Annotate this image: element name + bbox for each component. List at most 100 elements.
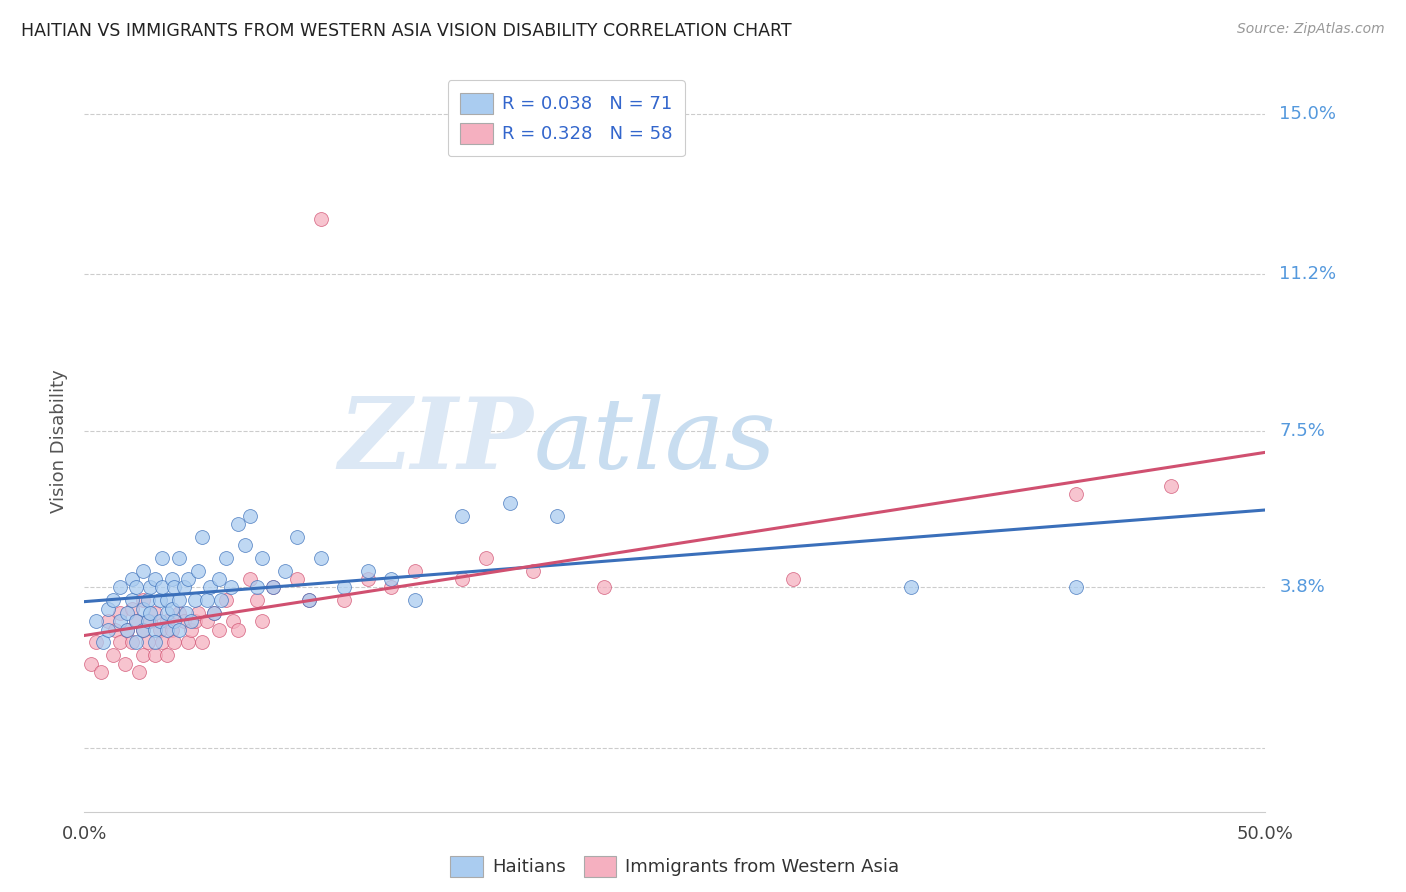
- Point: [239, 508, 262, 523]
- Point: [150, 550, 173, 565]
- Point: [149, 615, 172, 629]
- Point: [184, 615, 207, 629]
- Point: [333, 593, 356, 607]
- Point: [97, 623, 120, 637]
- Point: [451, 508, 474, 523]
- Point: [160, 623, 183, 637]
- Point: [97, 615, 120, 629]
- Point: [1160, 479, 1182, 493]
- Point: [226, 516, 249, 531]
- Point: [143, 623, 166, 637]
- Point: [149, 623, 172, 637]
- Point: [195, 615, 218, 629]
- Point: [246, 581, 269, 595]
- Point: [167, 606, 190, 620]
- Text: HAITIAN VS IMMIGRANTS FROM WESTERN ASIA VISION DISABILITY CORRELATION CHART: HAITIAN VS IMMIGRANTS FROM WESTERN ASIA …: [21, 22, 792, 40]
- Point: [104, 623, 127, 637]
- Point: [136, 635, 159, 649]
- Point: [156, 593, 179, 607]
- Point: [84, 635, 107, 649]
- Point: [108, 615, 131, 629]
- Point: [101, 593, 124, 607]
- Point: [191, 635, 214, 649]
- Point: [156, 606, 179, 620]
- Point: [177, 572, 200, 586]
- Point: [357, 572, 380, 586]
- Point: [84, 615, 107, 629]
- Point: [125, 635, 148, 649]
- Point: [136, 593, 159, 607]
- Point: [136, 615, 159, 629]
- Point: [160, 601, 183, 615]
- Point: [80, 657, 103, 671]
- Point: [132, 601, 155, 615]
- Point: [143, 606, 166, 620]
- Point: [101, 648, 124, 663]
- Point: [143, 635, 166, 649]
- Point: [173, 581, 195, 595]
- Point: [156, 623, 179, 637]
- Point: [1066, 581, 1088, 595]
- Point: [187, 564, 209, 578]
- Text: 7.5%: 7.5%: [1279, 422, 1326, 440]
- Text: ZIP: ZIP: [339, 393, 533, 490]
- Point: [250, 550, 273, 565]
- Point: [262, 581, 284, 595]
- Point: [900, 581, 922, 595]
- Point: [195, 593, 218, 607]
- Point: [404, 564, 426, 578]
- Point: [782, 572, 804, 586]
- Point: [215, 593, 238, 607]
- Point: [498, 496, 520, 510]
- Point: [121, 601, 143, 615]
- Point: [132, 623, 155, 637]
- Point: [202, 606, 225, 620]
- Point: [143, 572, 166, 586]
- Point: [187, 606, 209, 620]
- Point: [125, 615, 148, 629]
- Point: [239, 572, 262, 586]
- Text: atlas: atlas: [533, 394, 776, 489]
- Point: [125, 581, 148, 595]
- Text: 11.2%: 11.2%: [1279, 266, 1337, 284]
- Point: [163, 615, 186, 629]
- Point: [246, 593, 269, 607]
- Point: [191, 530, 214, 544]
- Point: [160, 572, 183, 586]
- Point: [115, 623, 138, 637]
- Point: [177, 635, 200, 649]
- Point: [222, 615, 245, 629]
- Point: [174, 606, 197, 620]
- Point: [298, 593, 321, 607]
- Point: [156, 648, 179, 663]
- Point: [180, 615, 202, 629]
- Point: [139, 606, 162, 620]
- Point: [274, 564, 297, 578]
- Point: [121, 593, 143, 607]
- Point: [121, 635, 143, 649]
- Point: [108, 581, 131, 595]
- Point: [132, 648, 155, 663]
- Point: [198, 581, 221, 595]
- Point: [167, 593, 190, 607]
- Point: [149, 593, 172, 607]
- Text: Source: ZipAtlas.com: Source: ZipAtlas.com: [1237, 22, 1385, 37]
- Point: [115, 623, 138, 637]
- Point: [309, 212, 332, 227]
- Point: [167, 550, 190, 565]
- Point: [215, 550, 238, 565]
- Point: [132, 564, 155, 578]
- Text: 3.8%: 3.8%: [1279, 579, 1324, 597]
- Point: [163, 635, 186, 649]
- Legend: Haitians, Immigrants from Western Asia: Haitians, Immigrants from Western Asia: [443, 849, 907, 884]
- Point: [333, 581, 356, 595]
- Point: [380, 581, 402, 595]
- Point: [150, 635, 173, 649]
- Point: [156, 615, 179, 629]
- Point: [132, 593, 155, 607]
- Point: [97, 601, 120, 615]
- Point: [167, 623, 190, 637]
- Point: [208, 623, 231, 637]
- Text: 15.0%: 15.0%: [1279, 104, 1336, 123]
- Point: [150, 581, 173, 595]
